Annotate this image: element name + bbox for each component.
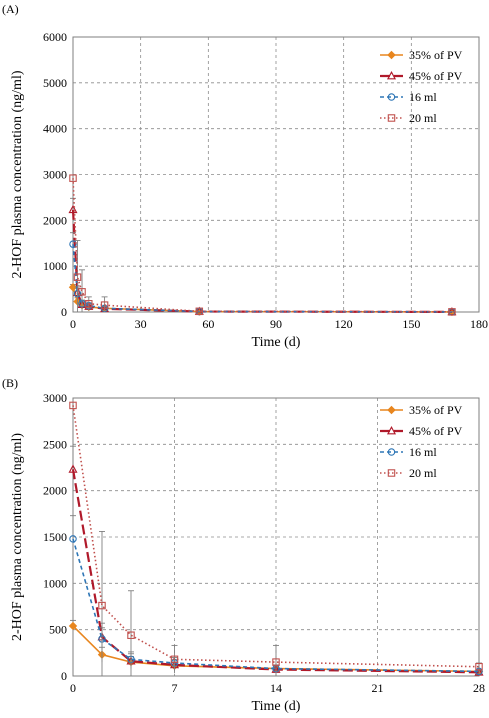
legend-marker [387,469,396,477]
x-tick-label: 0 [70,317,76,331]
y-tick-label: 1000 [43,576,67,590]
legend-label: 35% of PV [409,403,463,417]
legend-marker [387,448,396,456]
data-point [127,631,135,639]
grid [73,37,479,312]
panel-label: (A) [2,2,19,16]
x-tick-label: 150 [402,317,420,331]
grid [73,398,479,676]
series-20-ml [69,174,456,316]
panel-label: (B) [2,376,18,390]
data-point [448,308,456,316]
legend-marker [386,426,397,435]
y-tick-label: 500 [49,623,67,637]
y-tick-labels: 0 1000 2000 3000 4000 5000 6000 [43,30,67,319]
series-line [72,178,452,313]
x-tick-label: 7 [172,681,178,695]
x-tick-label: 0 [70,681,76,695]
legend-label: 45% of PV [409,424,463,438]
y-tick-label: 1500 [43,530,67,544]
legend-label: 35% of PV [409,48,463,62]
legend: 35% of PV 45% of PV 16 ml 20 ml [380,48,463,125]
data-point [170,655,179,664]
legend-item: 20 ml [380,466,437,480]
series-45-of-pv [68,197,457,316]
y-tick-label: 2000 [43,213,67,227]
series-35-of-pv [68,283,457,317]
chart-panel-b: (B) 0 7 14 21 28 0 500 1000 1500 2000 2500 3000 Ti… [2,376,485,714]
data-point [69,174,77,182]
legend-label: 16 ml [409,445,437,459]
y-tick-label: 4000 [43,122,67,136]
legend-label: 20 ml [409,111,437,125]
legend-item: 35% of PV [380,403,463,417]
series-line [72,244,452,313]
legend-marker [386,71,397,80]
y-tick-labels: 0 500 1000 1500 2000 2500 3000 [43,391,67,683]
legend-label: 16 ml [409,90,437,104]
x-tick-labels: 0 7 14 21 28 [70,681,485,695]
legend-item: 20 ml [380,111,437,125]
legend-item: 45% of PV [380,69,463,83]
y-tick-label: 2000 [43,484,67,498]
data-point [68,464,78,473]
series-line [71,209,452,314]
x-tick-label: 120 [335,317,353,331]
y-axis-title: 2-HOF plasma concentration (ng/ml) [10,70,25,278]
y-tick-label: 0 [61,305,67,319]
series-layer [68,174,457,317]
series-16-ml [69,232,456,316]
y-tick-label: 5000 [43,76,67,90]
series-line [71,469,480,674]
legend-item: 45% of PV [380,424,463,438]
chart-panel-a: (A) 0 30 60 90 120 150 180 0 1000 2000 3000 4000 50… [2,2,488,350]
data-point [195,307,204,316]
legend-item: 16 ml [380,445,437,459]
legend-item: 35% of PV [380,48,463,62]
x-tick-label: 60 [202,317,214,331]
data-point [69,535,77,543]
x-tick-label: 30 [135,317,147,331]
x-tick-label: 90 [270,317,282,331]
y-tick-label: 1000 [43,259,67,273]
legend-marker [387,93,396,101]
series-line [72,538,480,673]
series-20-ml [69,401,483,676]
y-tick-label: 3000 [43,391,67,405]
legend-marker [387,50,396,60]
x-tick-label: 21 [372,681,384,695]
series-layer [68,401,484,676]
data-point [78,288,86,296]
legend-label: 20 ml [409,466,437,480]
y-axis-title: 2-HOF plasma concentration (ng/ml) [10,433,25,641]
legend-marker [387,405,396,415]
legend: 35% of PV 45% of PV 16 ml 20 ml [380,403,463,480]
y-tick-label: 0 [61,669,67,683]
data-point [100,301,109,309]
x-axis-title: Time (d) [252,699,301,714]
data-point [68,621,78,631]
x-tick-label: 28 [473,681,485,695]
legend-marker [387,114,396,122]
data-point [68,204,78,214]
y-tick-label: 6000 [43,30,67,44]
data-point [85,299,93,308]
x-tick-labels: 0 30 60 90 120 150 180 [70,317,488,331]
legend-item: 16 ml [380,90,437,104]
data-point [98,601,106,610]
legend-label: 45% of PV [409,69,463,83]
data-point [475,662,483,671]
data-point [73,273,82,281]
y-tick-label: 2500 [43,437,67,451]
data-point [69,401,77,410]
data-point [69,240,77,248]
data-point [272,658,280,666]
x-tick-label: 14 [270,681,282,695]
series-line [72,287,452,313]
y-tick-label: 3000 [43,168,67,182]
x-axis-title: Time (d) [252,335,301,350]
series-line [72,405,480,668]
x-tick-label: 180 [470,317,488,331]
